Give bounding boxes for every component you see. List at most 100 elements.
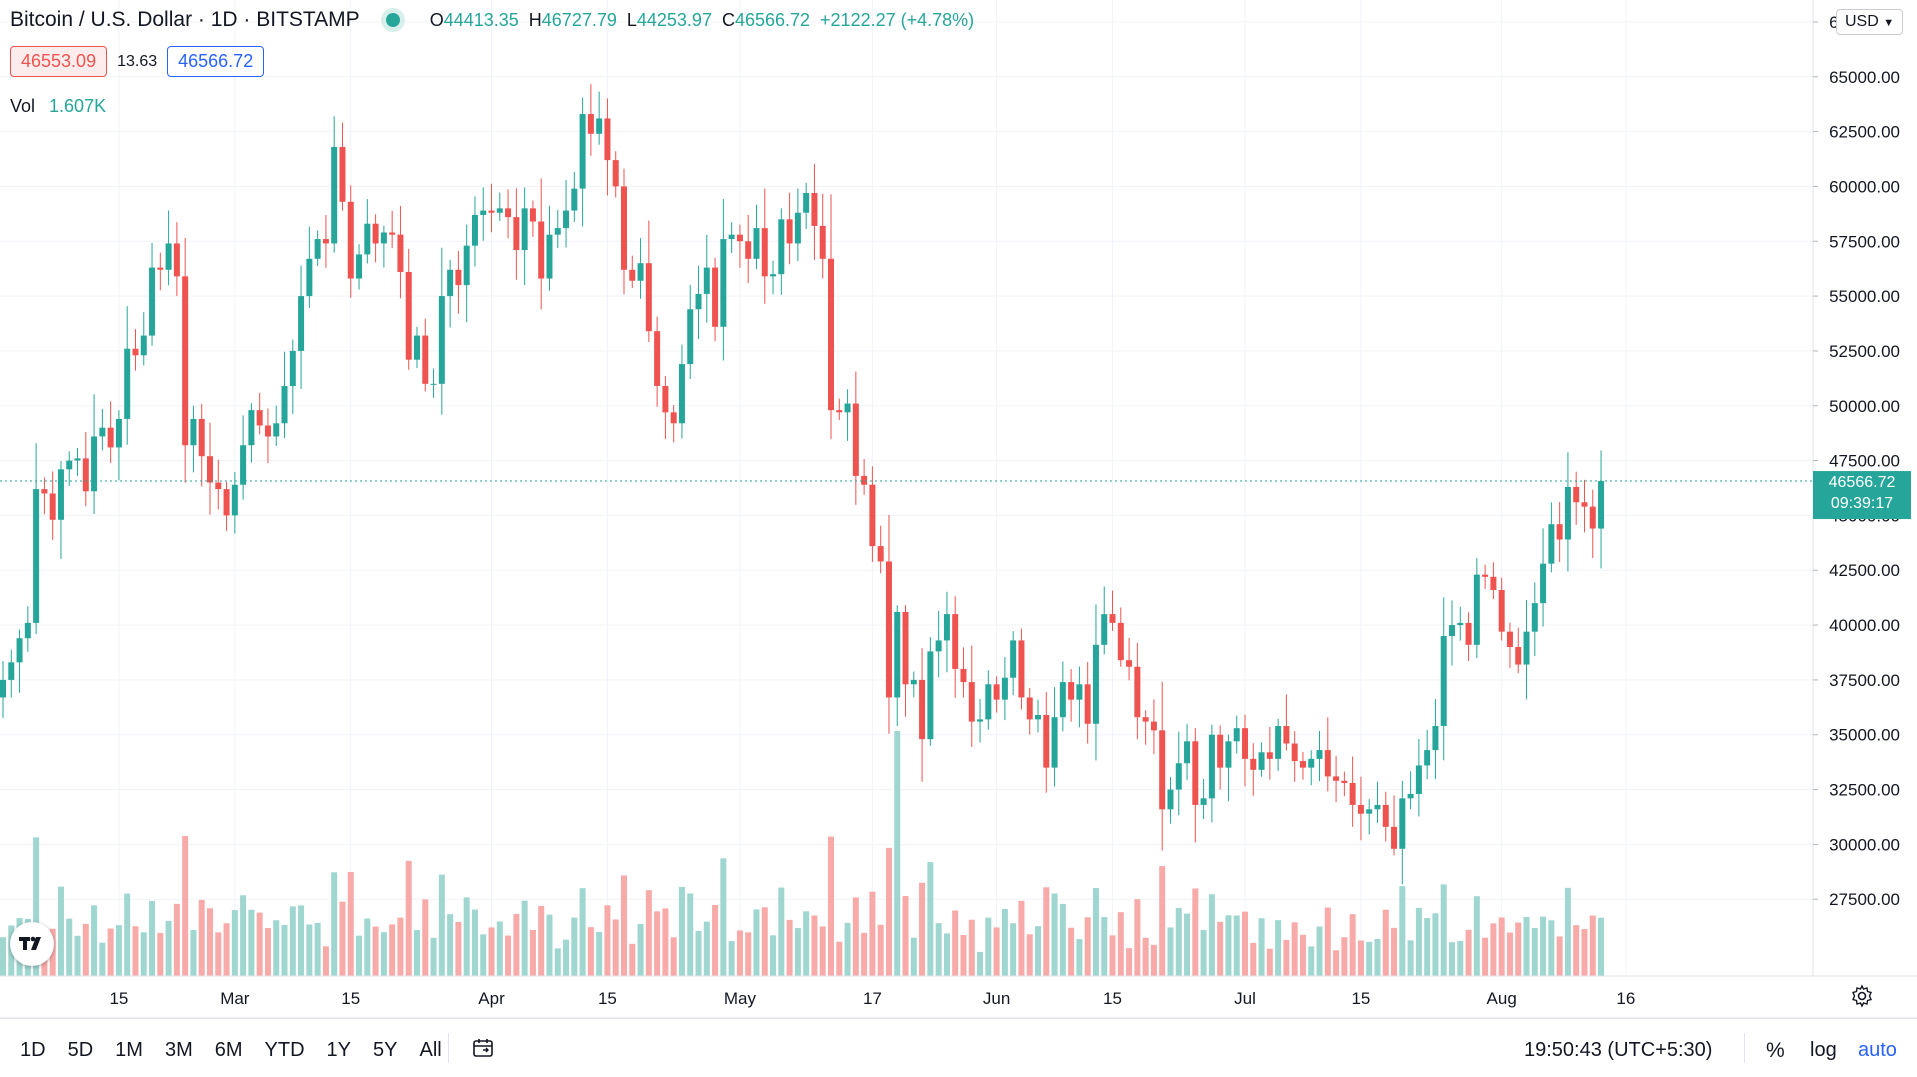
candle-body xyxy=(8,662,15,680)
volume-bar xyxy=(248,909,255,976)
candle-body xyxy=(1573,486,1580,503)
volume-bar xyxy=(1266,948,1273,976)
candle-body xyxy=(538,221,545,279)
volume-bar xyxy=(852,897,859,976)
candle-body xyxy=(1200,798,1207,805)
market-status-dot[interactable] xyxy=(385,13,400,27)
candle-body xyxy=(1159,730,1166,810)
auto-scale-toggle[interactable]: auto xyxy=(1858,1039,1897,1061)
ohlc-change: +2122.27 (+4.78%) xyxy=(820,9,975,30)
candle-body xyxy=(1059,682,1066,718)
volume-bar xyxy=(471,909,478,976)
volume-bar xyxy=(1581,929,1588,976)
candle-body xyxy=(770,274,777,277)
volume-bar xyxy=(563,939,570,976)
price-axis[interactable]: 27500.00 30000.00 32500.00 35000.00 37500.00… xyxy=(1813,13,1900,909)
candle-body xyxy=(1482,574,1489,577)
volume-bar xyxy=(993,927,1000,976)
candle-body xyxy=(1589,506,1596,529)
candle-body xyxy=(968,682,975,722)
candle-body xyxy=(1407,793,1414,799)
candle-body xyxy=(1018,640,1025,698)
volume-bar xyxy=(347,871,354,976)
range-1d-button[interactable]: 1D xyxy=(20,1039,46,1061)
settings-gear-icon[interactable] xyxy=(1850,984,1874,1008)
candle-body xyxy=(471,214,478,246)
candle-body xyxy=(389,232,396,235)
volume-legend[interactable]: Vol 1.607K xyxy=(10,96,106,117)
candle-body xyxy=(182,276,189,446)
volume-bar xyxy=(157,932,164,976)
range-5y-button[interactable]: 5Y xyxy=(373,1039,398,1061)
volume-bar xyxy=(1018,900,1025,976)
candle-body xyxy=(414,335,420,360)
candle-body xyxy=(794,212,801,244)
range-1y-button[interactable]: 1Y xyxy=(326,1039,352,1061)
last-price-label: 46566.72 09:39:17 xyxy=(1813,471,1911,520)
volume-bar xyxy=(173,903,180,976)
symbol-title[interactable]: Bitcoin / U.S. Dollar · 1D · BITSTAMP xyxy=(10,8,360,31)
candle-body xyxy=(1035,715,1041,720)
candle-body xyxy=(546,234,553,279)
candle-body xyxy=(943,614,950,641)
range-ytd-button[interactable]: YTD xyxy=(264,1039,305,1061)
last-price-value: 46566.72 xyxy=(1829,474,1896,491)
candle-body xyxy=(24,622,31,639)
calendar-range-icon[interactable] xyxy=(472,1037,494,1059)
range-5d-button[interactable]: 5D xyxy=(67,1039,94,1061)
range-all-button[interactable]: All xyxy=(419,1039,442,1061)
volume-bar xyxy=(165,920,172,976)
candles xyxy=(0,84,1605,885)
volume-bar xyxy=(703,921,710,976)
candle-body xyxy=(1258,752,1265,770)
volume-bar xyxy=(596,932,603,976)
volume-bar xyxy=(1109,935,1116,976)
candle-body xyxy=(1515,647,1522,665)
volume-bar xyxy=(844,922,851,976)
candle-body xyxy=(505,208,512,218)
volume-bar xyxy=(1059,903,1066,976)
candle-body xyxy=(1308,758,1315,768)
candle-body xyxy=(645,263,652,332)
range-3m-button[interactable]: 3M xyxy=(164,1039,193,1061)
candle-body xyxy=(157,267,164,270)
price-tick-label: 30000.00 xyxy=(1829,835,1900,854)
candle-body xyxy=(621,186,627,270)
volume-bar xyxy=(927,862,934,976)
candle-body xyxy=(736,234,743,242)
price-tick-label: 50000.00 xyxy=(1829,397,1900,416)
log-scale-toggle[interactable]: log xyxy=(1810,1039,1837,1061)
volume-bar xyxy=(405,860,412,976)
clock-timezone[interactable]: 19:50:43 (UTC+5:30) xyxy=(1524,1039,1713,1061)
buy-price-button[interactable]: 46566.72 xyxy=(167,46,265,77)
time-tick-label: Jul xyxy=(1234,989,1256,1008)
candle-body xyxy=(1010,640,1017,678)
percent-scale-toggle[interactable]: % xyxy=(1766,1039,1785,1062)
time-axis[interactable]: 15 Mar 15 Apr 15 May 17 Jun 15 Jul 15 Aug 16 xyxy=(109,989,1635,1008)
currency-select[interactable]: USD ▼ xyxy=(1836,9,1904,35)
volume-bar xyxy=(1449,942,1455,976)
volume-bar xyxy=(115,925,122,976)
range-6m-button[interactable]: 6M xyxy=(214,1039,243,1061)
volume-bar xyxy=(521,900,528,976)
range-1m-button[interactable]: 1M xyxy=(115,1039,143,1061)
volume-bar xyxy=(1316,926,1323,976)
ohlc-key: L xyxy=(626,9,637,30)
candle-body xyxy=(1208,734,1215,799)
sell-price-button[interactable]: 46553.09 xyxy=(10,46,108,77)
volume-bar xyxy=(1291,922,1298,976)
candle-body xyxy=(41,489,48,494)
volume-bar xyxy=(149,900,156,976)
volume-bar xyxy=(1333,950,1340,976)
volume-bar xyxy=(1432,913,1439,976)
tradingview-logo-icon[interactable] xyxy=(10,922,54,966)
candle-body xyxy=(596,118,603,134)
time-tick-label: 15 xyxy=(341,989,360,1008)
candle-body xyxy=(223,489,230,516)
candle-body xyxy=(1415,765,1422,794)
candle-body xyxy=(256,410,263,426)
volume-bar xyxy=(33,837,40,976)
candle-body xyxy=(1001,677,1008,700)
volume-bar xyxy=(968,919,975,976)
